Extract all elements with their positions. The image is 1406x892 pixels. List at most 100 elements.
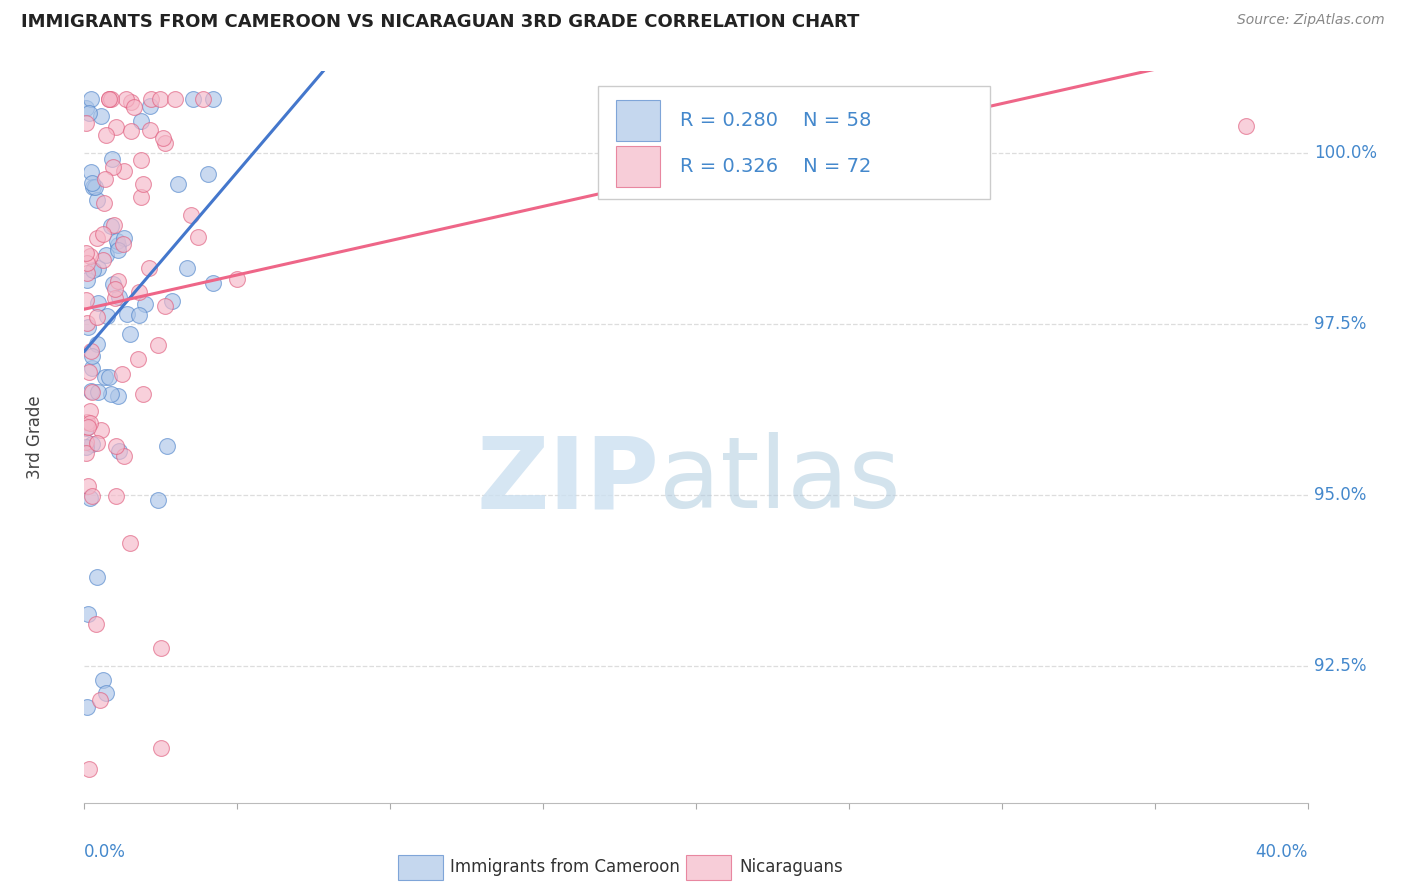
Point bbox=[129, 190, 152, 204]
Point bbox=[82, 489, 104, 503]
Point bbox=[167, 178, 190, 192]
Point bbox=[79, 491, 101, 505]
Point bbox=[94, 686, 117, 700]
Point bbox=[86, 231, 108, 245]
Text: 92.5%: 92.5% bbox=[1313, 657, 1367, 675]
Point bbox=[131, 153, 153, 168]
Point bbox=[150, 641, 173, 656]
Point bbox=[86, 570, 108, 584]
Point bbox=[107, 243, 129, 257]
FancyBboxPatch shape bbox=[616, 100, 661, 141]
Point bbox=[138, 123, 160, 137]
Point bbox=[76, 320, 98, 334]
Point bbox=[86, 261, 108, 276]
Point bbox=[114, 92, 136, 106]
Point bbox=[226, 272, 249, 286]
Point bbox=[75, 434, 97, 449]
Point bbox=[103, 218, 125, 232]
Text: Source: ZipAtlas.com: Source: ZipAtlas.com bbox=[1237, 13, 1385, 28]
Point bbox=[91, 227, 114, 241]
Text: Immigrants from Cameroon: Immigrants from Cameroon bbox=[450, 858, 679, 876]
Point bbox=[80, 176, 103, 190]
Point bbox=[90, 109, 112, 123]
Point bbox=[104, 291, 127, 305]
Point bbox=[80, 343, 103, 358]
Point bbox=[103, 160, 125, 174]
Point bbox=[1234, 119, 1257, 133]
Point bbox=[180, 209, 202, 223]
Point bbox=[77, 607, 100, 622]
Point bbox=[90, 423, 112, 437]
Point bbox=[105, 439, 128, 453]
Point bbox=[149, 741, 172, 756]
Point bbox=[82, 263, 104, 277]
Point bbox=[139, 99, 162, 113]
Point bbox=[162, 293, 184, 308]
Point bbox=[80, 92, 103, 106]
Point bbox=[103, 277, 125, 291]
Point bbox=[82, 384, 104, 399]
Point bbox=[79, 384, 101, 398]
Point bbox=[79, 416, 101, 430]
Point bbox=[77, 106, 100, 120]
Point bbox=[129, 113, 152, 128]
Point bbox=[131, 177, 153, 191]
Point bbox=[91, 252, 114, 267]
Point bbox=[115, 307, 138, 321]
Point bbox=[89, 693, 111, 707]
Point bbox=[197, 167, 219, 181]
Point bbox=[76, 419, 98, 434]
Point bbox=[120, 95, 142, 109]
FancyBboxPatch shape bbox=[598, 86, 990, 200]
Point bbox=[112, 237, 135, 252]
Point bbox=[105, 489, 128, 503]
Text: R = 0.280    N = 58: R = 0.280 N = 58 bbox=[681, 111, 872, 130]
Point bbox=[120, 123, 142, 137]
Text: 0.0%: 0.0% bbox=[84, 843, 127, 861]
Point bbox=[75, 116, 97, 130]
Point bbox=[75, 246, 97, 260]
Point bbox=[97, 92, 120, 106]
Point bbox=[96, 309, 118, 323]
Point bbox=[201, 92, 224, 106]
Point bbox=[79, 365, 101, 379]
Text: 97.5%: 97.5% bbox=[1313, 315, 1367, 334]
Point bbox=[112, 163, 135, 178]
Text: 3rd Grade: 3rd Grade bbox=[27, 395, 45, 479]
Point bbox=[94, 128, 117, 143]
Point bbox=[112, 230, 135, 244]
Point bbox=[120, 536, 142, 550]
Point bbox=[84, 179, 107, 194]
Point bbox=[86, 435, 108, 450]
Point bbox=[76, 479, 98, 493]
Point bbox=[127, 351, 149, 366]
Point bbox=[87, 385, 110, 400]
Point bbox=[86, 296, 108, 310]
Point bbox=[76, 316, 98, 330]
Point bbox=[134, 297, 156, 311]
Point bbox=[86, 336, 108, 351]
Text: 100.0%: 100.0% bbox=[1313, 145, 1376, 162]
Point bbox=[201, 276, 224, 290]
Text: 95.0%: 95.0% bbox=[1313, 486, 1367, 504]
Point bbox=[112, 449, 135, 463]
Text: Nicaraguans: Nicaraguans bbox=[740, 858, 844, 876]
Point bbox=[77, 762, 100, 776]
Point bbox=[118, 327, 141, 342]
Point bbox=[176, 260, 198, 275]
Point bbox=[100, 219, 122, 233]
Point bbox=[75, 446, 97, 460]
Point bbox=[80, 437, 103, 451]
Point bbox=[75, 293, 97, 307]
Point bbox=[82, 180, 104, 194]
Point bbox=[149, 92, 172, 106]
Point bbox=[100, 152, 122, 166]
Point bbox=[79, 404, 101, 418]
Point bbox=[86, 310, 108, 324]
Text: atlas: atlas bbox=[659, 433, 901, 530]
Point bbox=[100, 92, 122, 106]
Point bbox=[82, 349, 104, 363]
Point bbox=[94, 171, 117, 186]
Point bbox=[76, 700, 98, 714]
Point bbox=[128, 285, 150, 300]
